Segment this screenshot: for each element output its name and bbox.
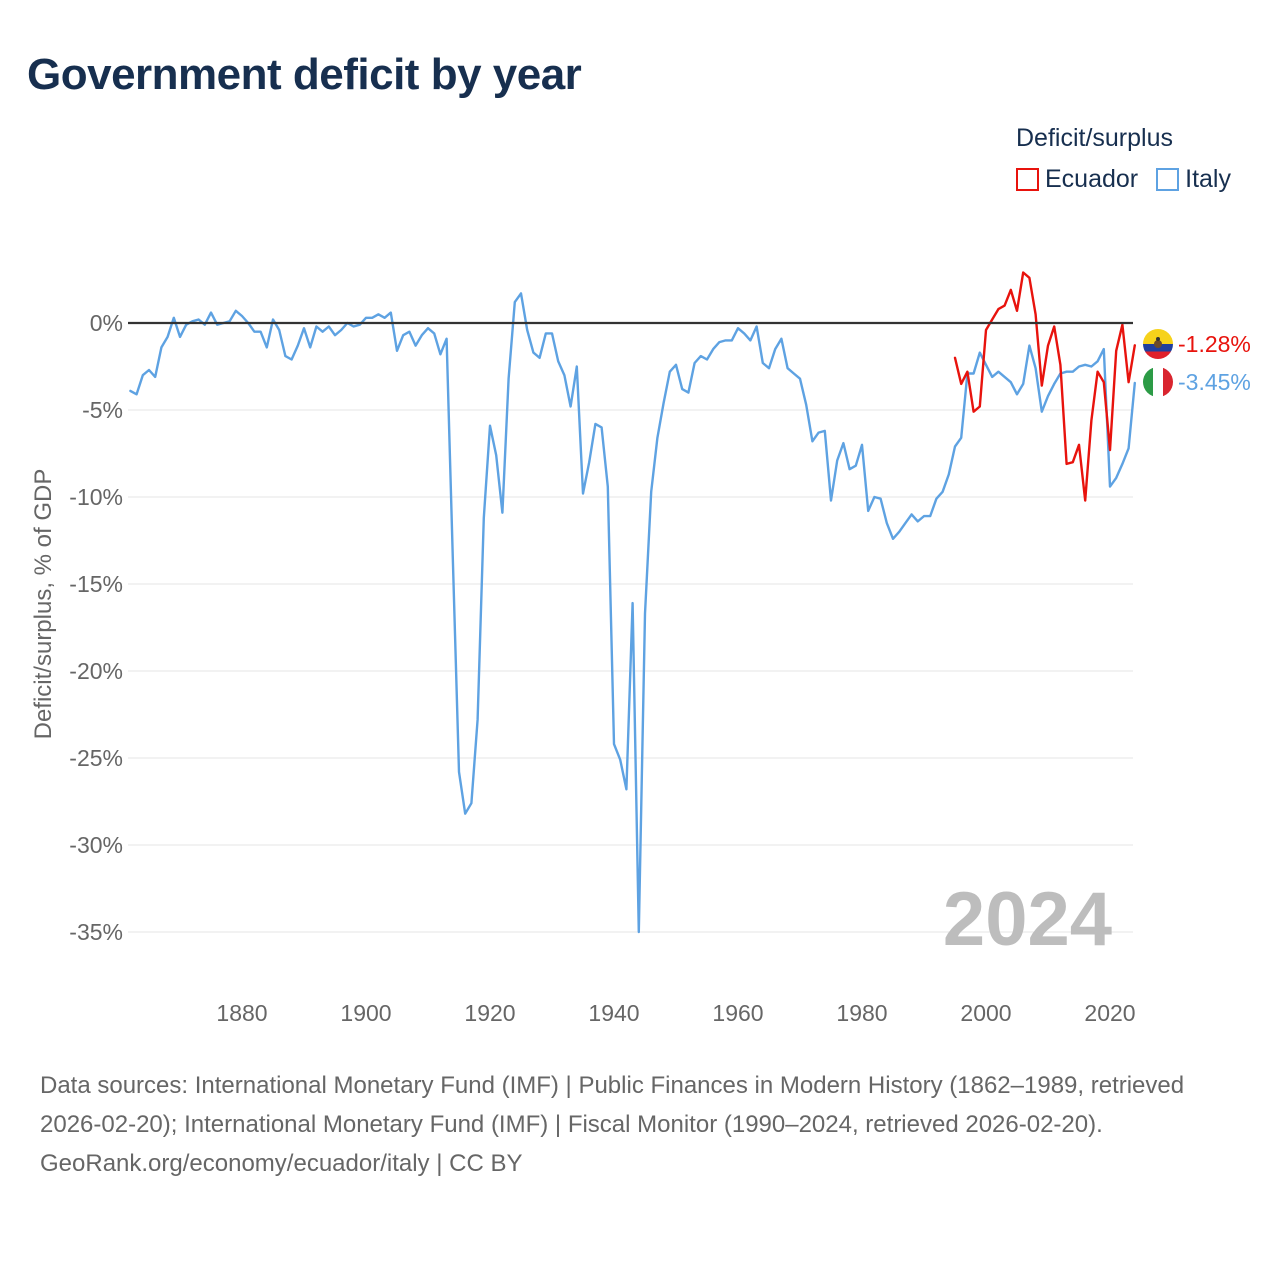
x-tick-label: 1900 xyxy=(340,1000,391,1026)
italy-flag-icon xyxy=(1143,367,1173,397)
chart-area: 0% -5% -10% -15% -20% -25% -30% -35% 1880 1900 19… xyxy=(30,271,1251,1026)
x-axis-ticks: 1880 1900 1920 1940 1960 1980 2000 2020 xyxy=(216,1000,1135,1026)
y-tick-label: -5% xyxy=(82,397,123,423)
x-tick-label: 1920 xyxy=(464,1000,515,1026)
y-tick-label: -15% xyxy=(69,571,123,597)
legend-item-ecuador[interactable]: Ecuador xyxy=(1016,165,1138,194)
y-tick-label: -20% xyxy=(69,658,123,684)
ecuador-flag-icon xyxy=(1143,329,1173,359)
x-tick-label: 2020 xyxy=(1084,1000,1135,1026)
series-line-italy xyxy=(129,292,1137,934)
y-tick-label: -25% xyxy=(69,745,123,771)
legend-items: Ecuador Italy xyxy=(1016,165,1231,194)
x-tick-label: 2000 xyxy=(960,1000,1011,1026)
legend-title: Deficit/surplus xyxy=(1016,124,1173,152)
legend-label-ecuador: Ecuador xyxy=(1045,165,1139,193)
attribution-link[interactable]: GeoRank.org/economy/ecuador/italy | CC B… xyxy=(40,1150,523,1177)
chart-title: Government deficit by year xyxy=(27,50,582,99)
sources: Data sources: International Monetary Fun… xyxy=(40,1066,1240,1183)
x-tick-label: 1960 xyxy=(712,1000,763,1026)
series-line-ecuador xyxy=(953,271,1137,502)
y-axis-ticks: 0% -5% -10% -15% -20% -25% -30% -35% xyxy=(69,310,123,945)
legend-label-italy: Italy xyxy=(1185,165,1231,193)
legend-swatch-italy xyxy=(1156,168,1180,191)
y-tick-label: 0% xyxy=(90,310,123,336)
year-watermark: 2024 xyxy=(943,877,1112,962)
x-tick-label: 1880 xyxy=(216,1000,267,1026)
x-tick-label: 1980 xyxy=(836,1000,887,1026)
ecuador-end-label: -1.28% xyxy=(1178,331,1251,357)
y-tick-label: -30% xyxy=(69,832,123,858)
y-axis-label: Deficit/surplus, % of GDP xyxy=(30,469,57,740)
series-lines xyxy=(129,271,1137,934)
end-labels: -1.28% -3.45% xyxy=(1143,329,1251,397)
legend-swatch-ecuador xyxy=(1016,168,1039,191)
x-tick-label: 1940 xyxy=(588,1000,639,1026)
sources-text: Data sources: International Monetary Fun… xyxy=(40,1072,1185,1138)
legend: Deficit/surplus Ecuador Italy xyxy=(1016,124,1231,194)
italy-end-label: -3.45% xyxy=(1178,369,1251,395)
y-tick-label: -10% xyxy=(69,484,123,510)
y-tick-label: -35% xyxy=(69,919,123,945)
legend-item-italy[interactable]: Italy xyxy=(1156,165,1231,194)
